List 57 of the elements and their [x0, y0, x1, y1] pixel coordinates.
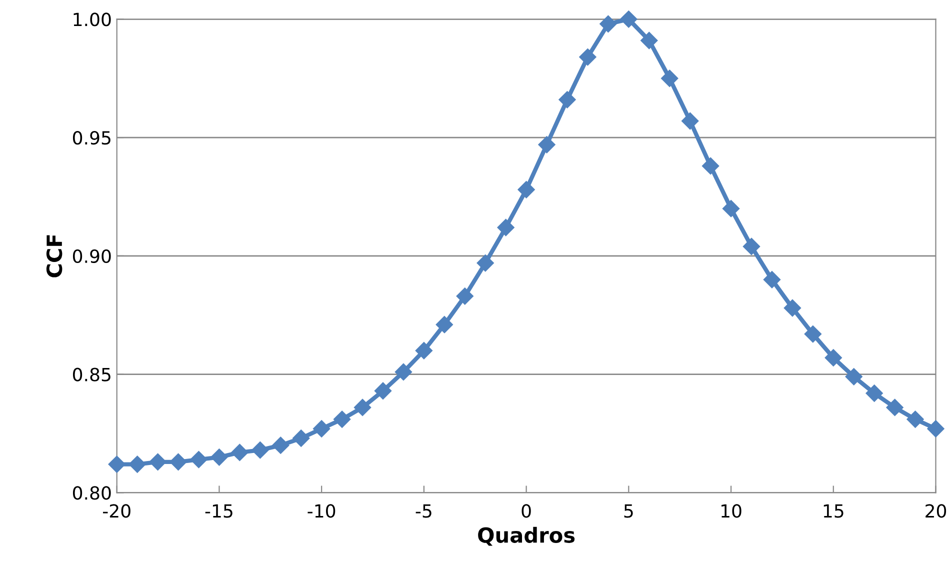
- point: [394, 363, 412, 380]
- y-tick-label: 0.85: [72, 368, 110, 382]
- point: [886, 398, 904, 416]
- point: [702, 157, 720, 175]
- point: [640, 32, 658, 50]
- y-tick-label: 0.80: [72, 486, 111, 500]
- point: [906, 410, 924, 428]
- x-axis-title: Quadros: [478, 526, 575, 546]
- point: [210, 448, 228, 466]
- point: [354, 398, 372, 416]
- point: [579, 48, 596, 66]
- point: [272, 436, 290, 454]
- point: [292, 430, 310, 447]
- point: [128, 456, 146, 473]
- x-tick-label: -10: [308, 504, 336, 518]
- point: [661, 70, 678, 87]
- point: [682, 112, 699, 130]
- point: [518, 181, 535, 198]
- point: [620, 10, 638, 28]
- point: [497, 218, 514, 236]
- x-tick-label: 20: [926, 504, 946, 518]
- point: [456, 288, 474, 305]
- point: [231, 444, 248, 461]
- x-tick-label: 15: [824, 504, 844, 518]
- point: [252, 442, 269, 459]
- point: [476, 254, 494, 272]
- point: [722, 200, 740, 218]
- x-tick-label: -20: [102, 504, 130, 518]
- point: [333, 410, 351, 428]
- point: [415, 342, 432, 360]
- point: [374, 382, 392, 400]
- point: [845, 368, 862, 386]
- point: [763, 271, 781, 288]
- x-tick-label: 0: [522, 504, 531, 518]
- point: [558, 91, 576, 108]
- point: [170, 453, 187, 470]
- point: [313, 420, 330, 438]
- point: [149, 453, 166, 470]
- x-tick-label: 5: [624, 504, 633, 518]
- point: [804, 326, 822, 343]
- x-tick-label: -15: [205, 504, 232, 518]
- y-tick-label: 0.90: [72, 249, 111, 264]
- point: [190, 450, 208, 468]
- point: [824, 349, 842, 366]
- point: [927, 420, 944, 438]
- point: [866, 384, 883, 402]
- x-tick-label: 10: [722, 504, 742, 518]
- y-axis-title: CCF: [46, 235, 62, 278]
- y-tick-label: 1.00: [74, 12, 111, 26]
- x-tick-label: -5: [416, 504, 432, 518]
- point: [600, 15, 617, 32]
- point: [436, 316, 453, 334]
- point: [784, 299, 801, 317]
- point: [108, 456, 126, 473]
- y-tick-label: 0.95: [72, 131, 110, 145]
- point: [742, 238, 760, 256]
- point: [538, 136, 556, 154]
